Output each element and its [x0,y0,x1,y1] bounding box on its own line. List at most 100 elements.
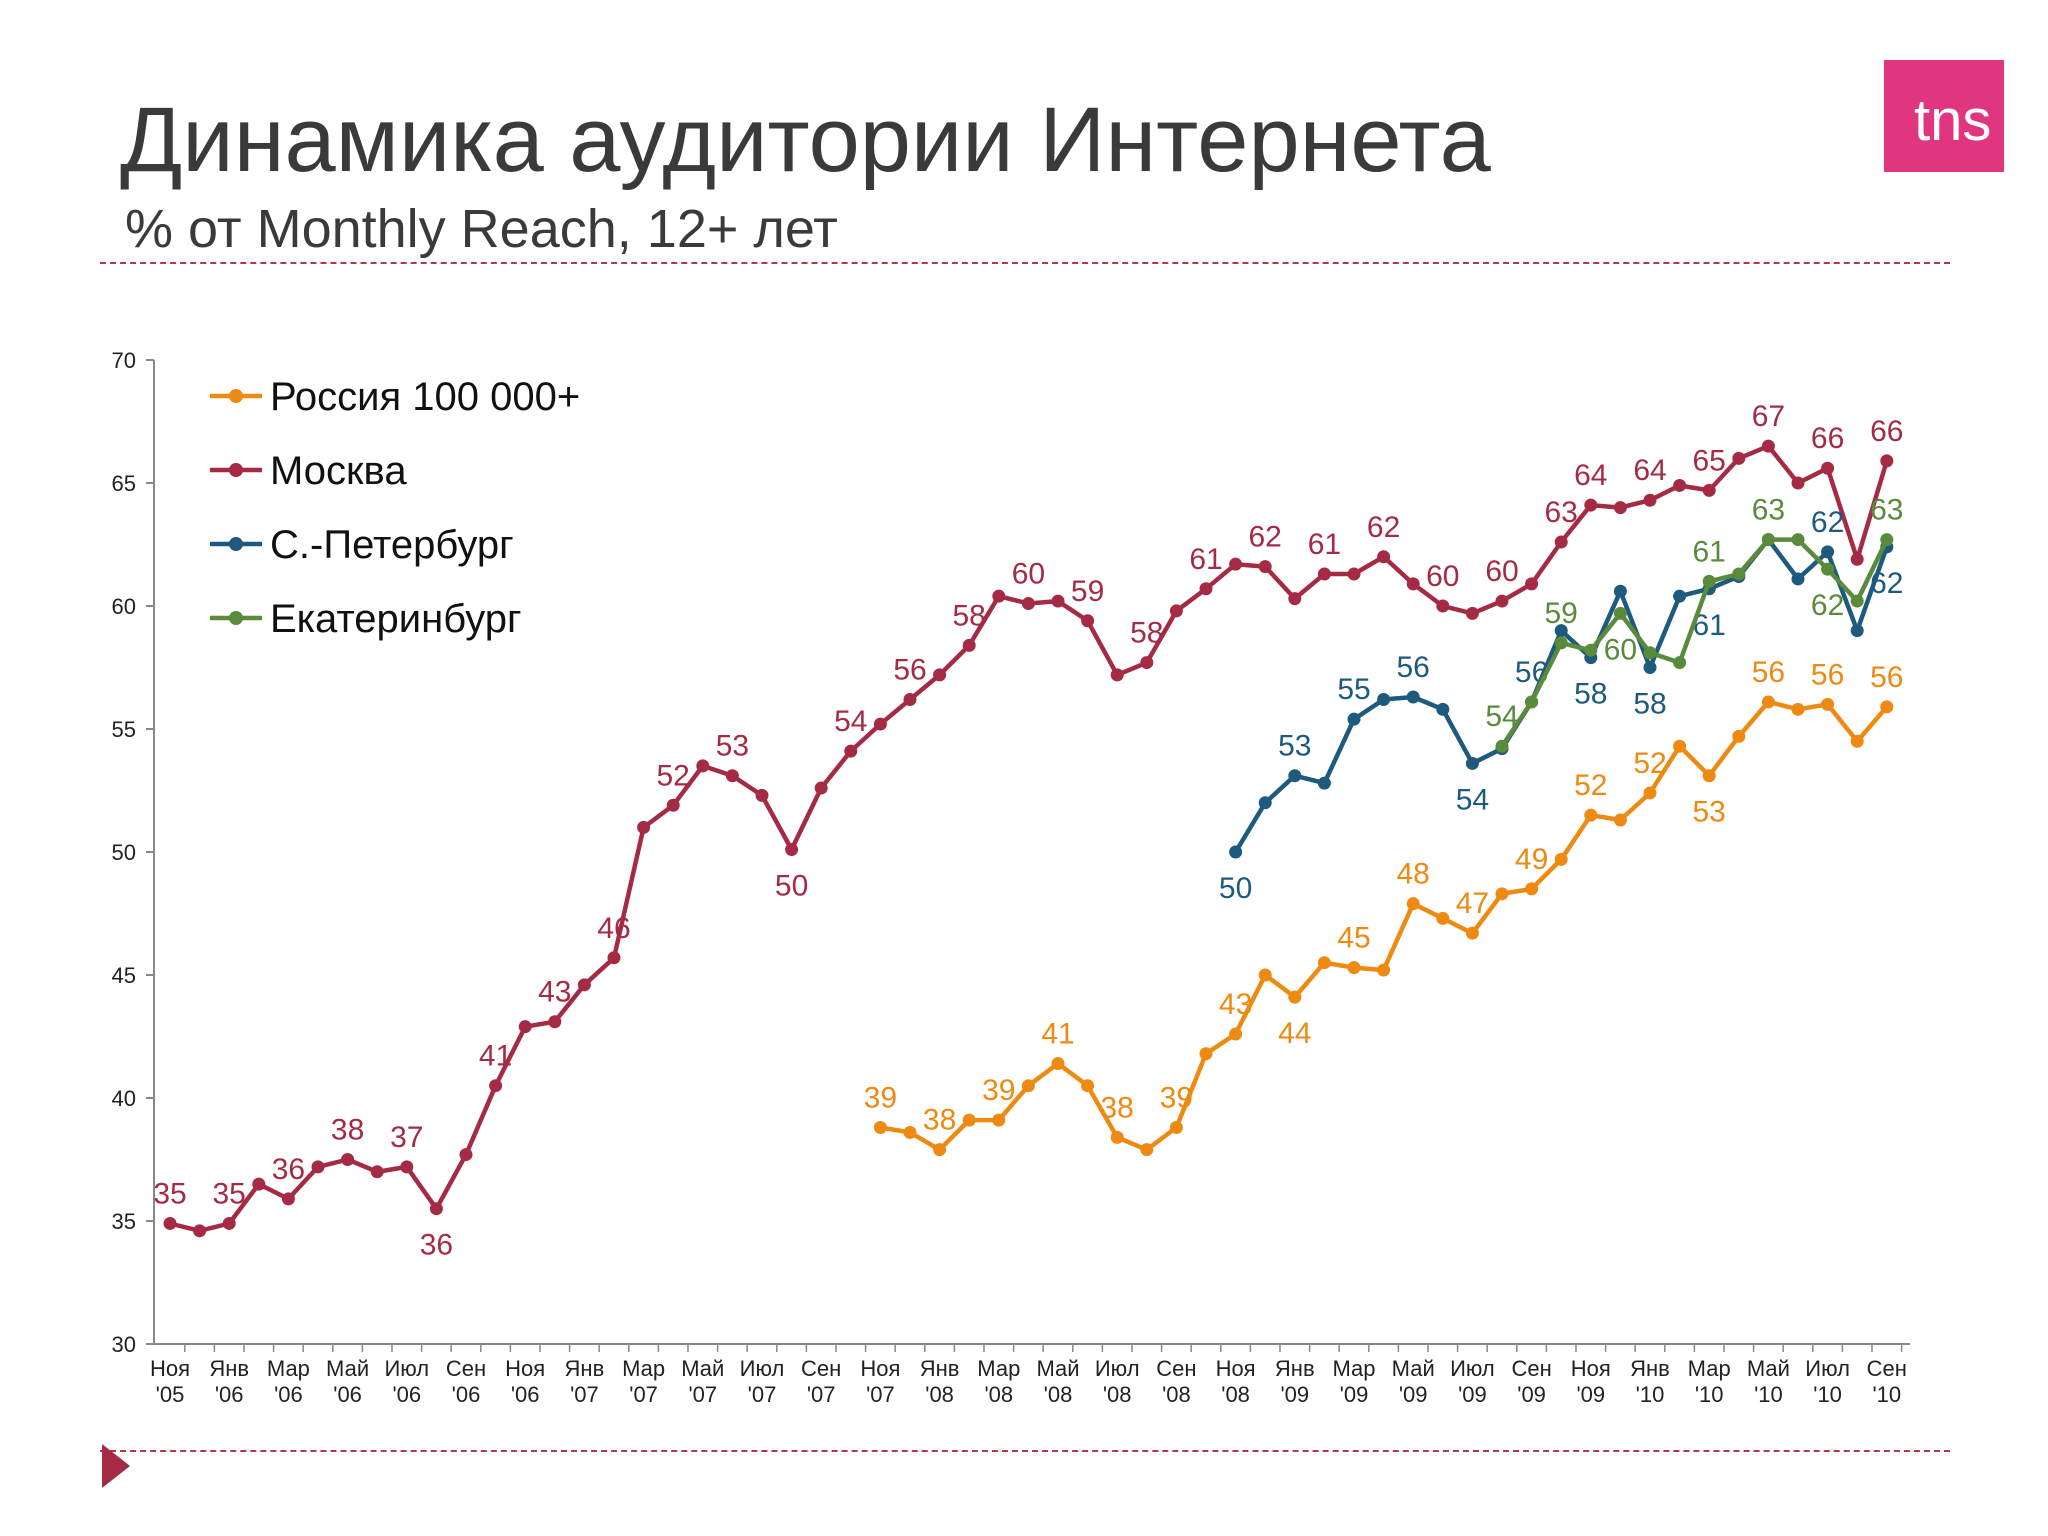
data-point [1495,594,1509,608]
next-slide-arrow-icon[interactable] [102,1444,130,1488]
x-tick-label: Май [1747,1356,1790,1381]
data-label: 62 [1249,521,1282,554]
data-label: 66 [1870,415,1903,448]
data-point [1347,567,1361,581]
page-subtitle: % от Monthly Reach, 12+ лет [125,199,838,259]
data-label: 53 [1693,796,1726,829]
x-tick-label: Янв [565,1356,605,1381]
data-point [1465,756,1479,770]
data-label: 38 [1101,1091,1134,1124]
x-tick-label: Ноя [860,1356,900,1381]
data-point [903,1125,917,1139]
data-point [755,788,769,802]
data-point [1317,956,1331,970]
data-point [1791,572,1805,586]
x-tick-label: '09 [1340,1382,1369,1407]
footer-divider [100,1450,1950,1452]
data-point [1850,624,1864,638]
data-label: 47 [1456,887,1489,920]
data-point [1258,968,1272,982]
x-tick-label: '07 [570,1382,599,1407]
data-point [1850,594,1864,608]
data-label: 62 [1811,506,1844,539]
data-label: 58 [1130,617,1163,650]
data-point [1584,808,1598,822]
data-point [1673,589,1687,603]
data-point [459,1148,473,1162]
x-tick-label: '08 [1044,1382,1073,1407]
x-tick-label: Июл [384,1356,429,1381]
data-point [1643,646,1657,660]
data-point [1761,695,1775,709]
data-point [1229,845,1243,859]
data-label: 54 [834,705,867,738]
data-point [163,1216,177,1230]
y-tick-label: 60 [112,594,136,619]
data-label: 62 [1870,567,1903,600]
data-point [548,1015,562,1029]
x-tick-label: '07 [866,1382,895,1407]
page-title: Динамика аудитории Интернета [120,89,1491,191]
data-point [1377,692,1391,706]
data-label: 35 [213,1177,246,1210]
data-label: 39 [982,1074,1015,1107]
data-point [725,769,739,783]
x-tick-label: Май [681,1356,724,1381]
x-tick-label: '08 [925,1382,954,1407]
data-point [1525,695,1539,709]
x-tick-label: Янв [1630,1356,1670,1381]
data-point [1436,599,1450,613]
legend-marker [229,463,243,477]
data-point [1110,1130,1124,1144]
x-tick-label: Сен [1867,1356,1907,1381]
data-point [1643,786,1657,800]
x-tick-label: '09 [1399,1382,1428,1407]
y-tick-label: 35 [112,1209,136,1234]
data-label: 58 [1574,678,1607,711]
x-tick-label: '06 [452,1382,481,1407]
data-point [1229,557,1243,571]
data-label: 39 [1160,1082,1193,1115]
data-point [577,978,591,992]
data-point [1554,624,1568,638]
data-point [1288,769,1302,783]
legend-item: Россия 100 000+ [210,375,580,419]
data-point [1258,560,1272,574]
tns-logo: tns [1884,60,2004,172]
data-label: 58 [953,599,986,632]
data-label: 37 [390,1121,423,1154]
data-label: 65 [1693,444,1726,477]
data-label: 56 [1752,656,1785,689]
data-label: 52 [1574,769,1607,802]
data-label: 62 [1811,589,1844,622]
data-point [1465,926,1479,940]
data-point [1021,1079,1035,1093]
logo-text: tns [1914,88,1991,153]
data-point [1673,478,1687,492]
data-label: 56 [1811,658,1844,691]
data-label: 48 [1397,858,1430,891]
data-point [1347,961,1361,975]
data-label: 60 [1604,633,1637,666]
data-label: 36 [272,1153,305,1186]
x-tick-label: '07 [629,1382,658,1407]
data-point [518,1020,532,1034]
data-point [814,781,828,795]
data-label: 41 [1041,1018,1074,1051]
data-point [1317,776,1331,790]
x-tick-label: '09 [1576,1382,1605,1407]
x-tick-label: Ноя [505,1356,545,1381]
y-tick-label: 65 [112,471,136,496]
x-tick-label: Мар [267,1356,310,1381]
x-tick-label: '09 [1517,1382,1546,1407]
data-point [281,1192,295,1206]
data-label: 38 [923,1104,956,1137]
x-tick-label: '08 [1162,1382,1191,1407]
x-tick-label: Июл [1805,1356,1850,1381]
data-label: 55 [1337,673,1370,706]
data-label: 66 [1811,422,1844,455]
data-label: 50 [1219,872,1252,905]
x-tick-label: Ноя [1571,1356,1611,1381]
data-label: 50 [775,870,808,903]
x-tick-label: '07 [748,1382,777,1407]
